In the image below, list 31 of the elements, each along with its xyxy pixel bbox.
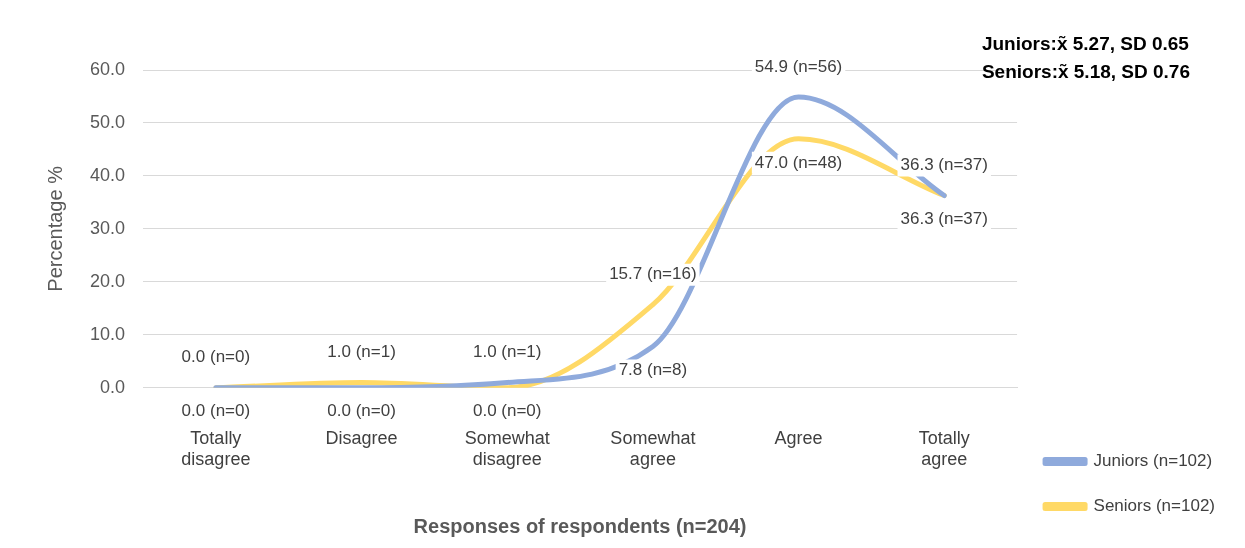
data-label: 1.0 (n=1) bbox=[472, 342, 542, 362]
data-label: 36.3 (n=37) bbox=[900, 209, 988, 229]
x-tick-label: Disagree bbox=[325, 427, 398, 448]
data-label: 7.8 (n=8) bbox=[618, 360, 688, 380]
x-tick-label: Agree bbox=[774, 427, 823, 448]
data-label: 36.3 (n=37) bbox=[900, 155, 988, 175]
legend-label: Juniors (n=102) bbox=[1093, 451, 1213, 471]
y-tick-label: 50.0 bbox=[89, 111, 126, 132]
y-tick-label: 60.0 bbox=[89, 58, 126, 79]
data-label: 0.0 (n=0) bbox=[472, 401, 542, 421]
x-tick-label: Somewhat disagree bbox=[464, 427, 550, 470]
x-tick-label: Somewhat agree bbox=[610, 427, 696, 470]
y-axis-title: Percentage % bbox=[43, 165, 66, 292]
legend-label: Seniors (n=102) bbox=[1093, 496, 1216, 516]
data-label: 0.0 (n=0) bbox=[181, 347, 251, 367]
text: Juniors:x̃ 5.27, SD 0.65 bbox=[981, 32, 1190, 56]
data-label: 0.0 (n=0) bbox=[327, 401, 396, 421]
data-label: 1.0 (n=1) bbox=[327, 342, 396, 362]
y-tick-label: 30.0 bbox=[89, 217, 126, 238]
y-tick-label: 10.0 bbox=[89, 323, 126, 344]
y-tick-label: 20.0 bbox=[89, 270, 126, 291]
annotation: Seniors:x̃ 5.18, SD 0.76 bbox=[981, 60, 1190, 84]
data-label: 54.9 (n=56) bbox=[754, 56, 843, 76]
x-tick-label: Totally disagree bbox=[181, 427, 251, 470]
y-tick-label: 0.0 bbox=[100, 376, 126, 397]
x-tick-label: Totally agree bbox=[918, 427, 970, 470]
data-label: 15.7 (n=16) bbox=[609, 264, 697, 284]
x-axis-title: Responses of respondents (n=204) bbox=[413, 514, 747, 537]
y-tick-label: 40.0 bbox=[89, 164, 126, 185]
data-label: 47.0 (n=48) bbox=[754, 152, 843, 172]
data-label: 0.0 (n=0) bbox=[181, 401, 251, 421]
